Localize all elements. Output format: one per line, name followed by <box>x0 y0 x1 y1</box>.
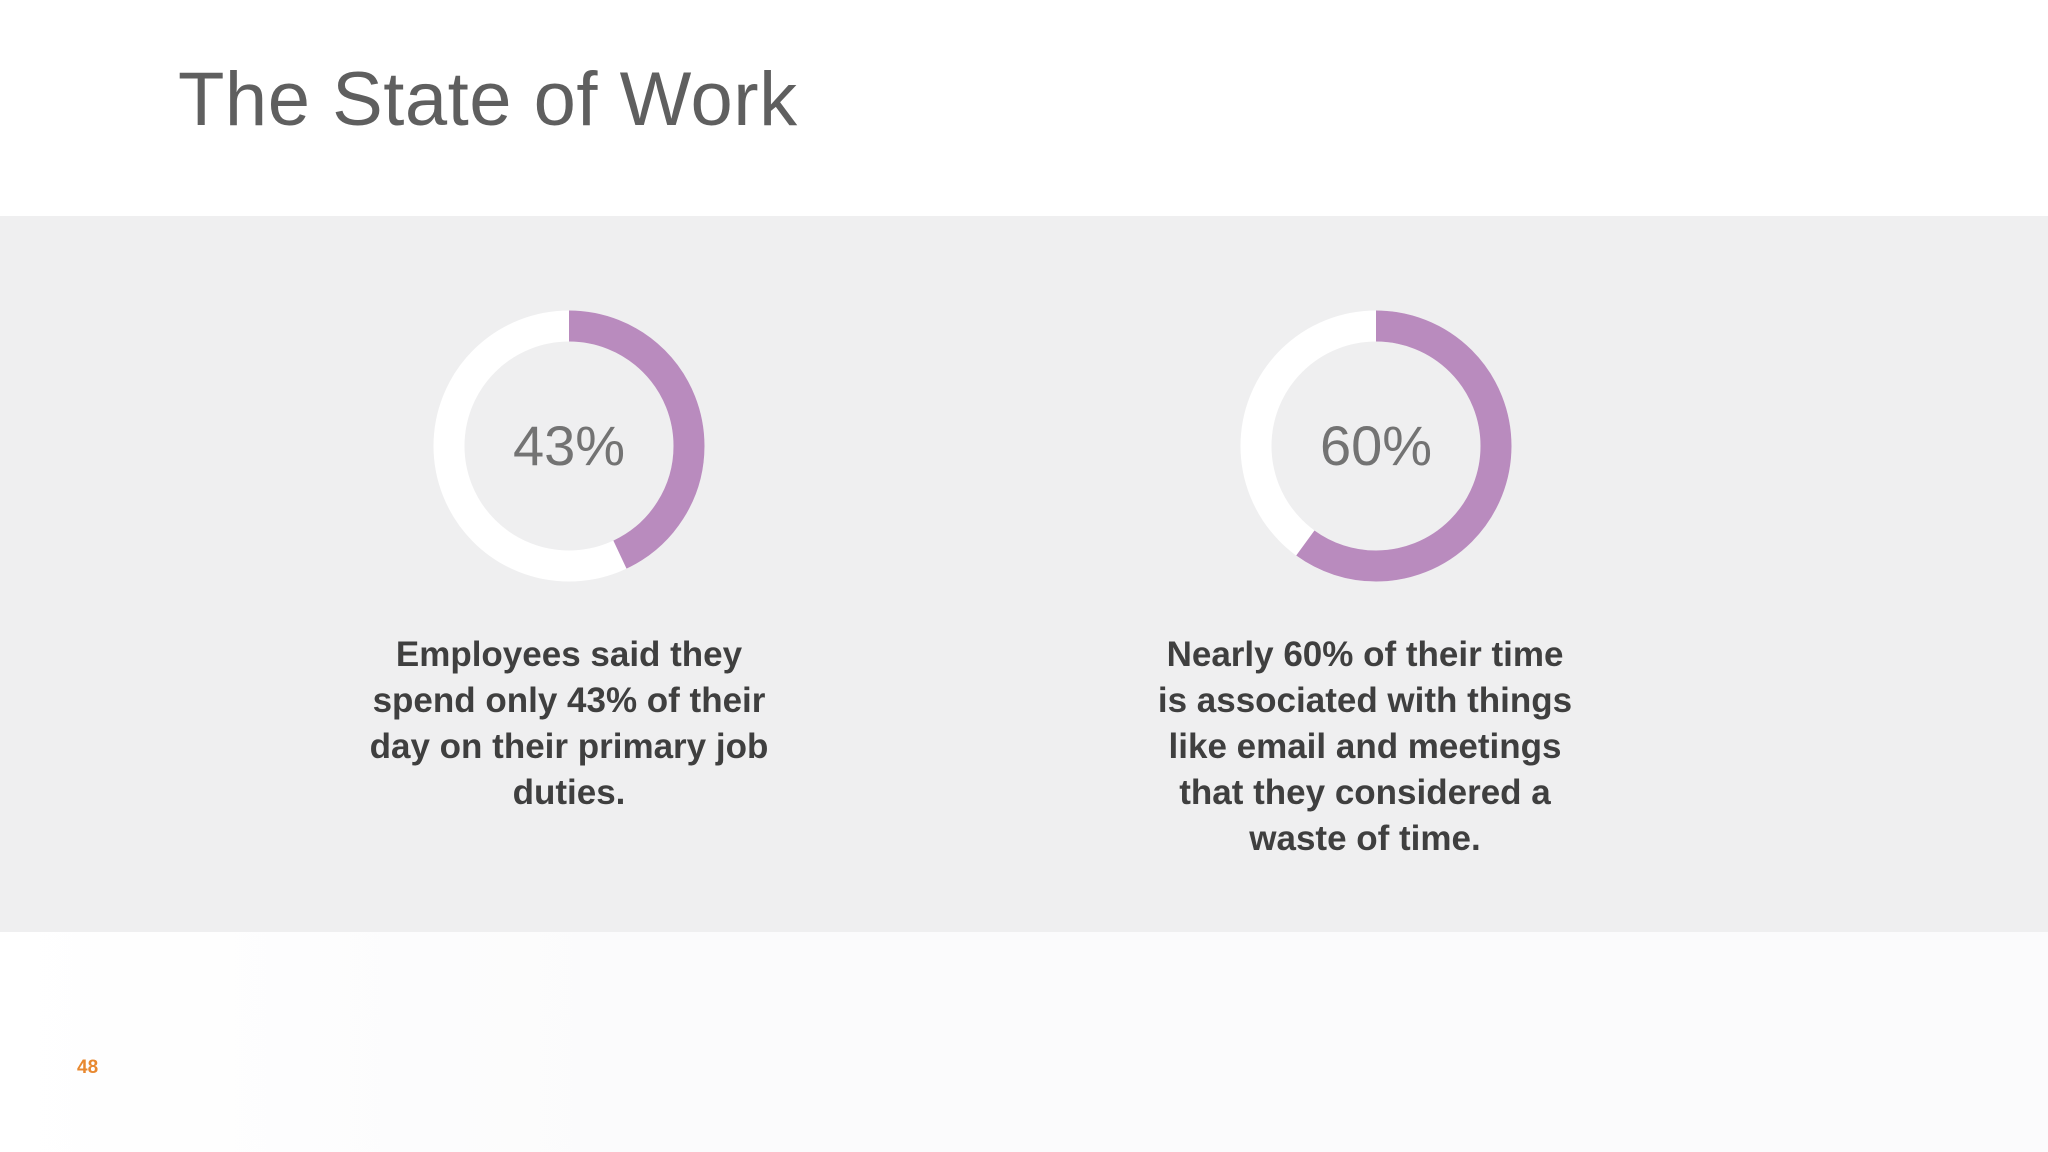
donut-arc-1 <box>433 310 705 582</box>
stat-caption-2: Nearly 60% of their time is associated w… <box>1157 635 1573 858</box>
donut-arc-2 <box>1240 310 1512 582</box>
donut-svg-2 <box>1240 310 1512 582</box>
donut-value-label-1: 43% <box>512 414 626 477</box>
donut-chart-2: 60% <box>1240 310 1512 582</box>
donut-svg-1 <box>433 310 705 582</box>
slide-title: The State of Work <box>178 57 798 142</box>
donut-chart-1: 43% <box>433 310 705 582</box>
page-number: 48 <box>77 1057 99 1078</box>
stats-band <box>0 216 2048 932</box>
donut-value-label-2: 60% <box>1319 414 1433 477</box>
stat-caption-1: Employees said they spend only 43% of th… <box>369 635 769 812</box>
footer-area <box>0 932 2048 1152</box>
